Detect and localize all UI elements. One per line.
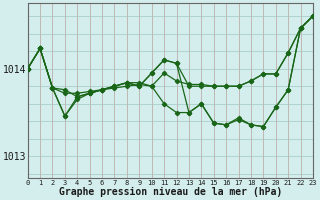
X-axis label: Graphe pression niveau de la mer (hPa): Graphe pression niveau de la mer (hPa) <box>59 187 282 197</box>
